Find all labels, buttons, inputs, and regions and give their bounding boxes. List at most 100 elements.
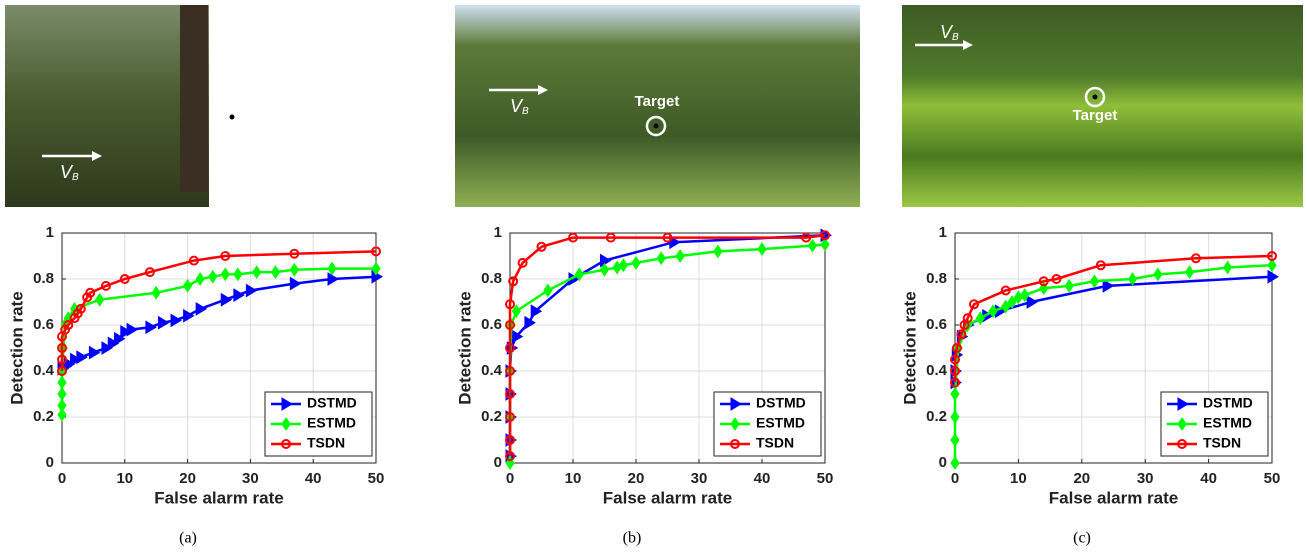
y-tick-label: 0 <box>46 454 54 471</box>
x-axis-label: False alarm rate <box>154 488 283 507</box>
marker <box>505 435 515 445</box>
marker <box>669 235 681 250</box>
marker <box>76 350 88 365</box>
marker <box>183 308 195 323</box>
legend: DSTMD ESTMD TSDN <box>713 391 822 457</box>
x-tick-label: 40 <box>754 470 771 487</box>
x-tick-label: 10 <box>565 470 582 487</box>
marker <box>371 261 381 276</box>
marker <box>675 249 685 263</box>
marker <box>951 343 962 353</box>
marker <box>730 417 740 431</box>
marker <box>145 320 157 335</box>
y-axis-label: Detection rate <box>455 291 474 404</box>
marker <box>85 287 96 298</box>
legend: DSTMD ESTMD TSDN <box>264 391 373 457</box>
marker <box>730 397 742 411</box>
target-ring <box>1084 86 1106 108</box>
x-tick-label: 50 <box>1264 470 1281 487</box>
marker <box>1000 285 1011 296</box>
marker <box>100 280 111 291</box>
y-tick-label: 1 <box>494 224 502 241</box>
marker <box>505 320 515 330</box>
x-tick-label: 50 <box>368 470 385 487</box>
marker <box>950 366 960 376</box>
marker <box>956 329 967 340</box>
y-tick-label: 0.4 <box>926 362 948 379</box>
marker <box>1026 295 1039 309</box>
legend-label: DSTMD <box>756 395 806 411</box>
marker <box>600 253 612 268</box>
marker <box>505 451 515 462</box>
marker <box>801 232 812 243</box>
marker <box>950 433 960 447</box>
x-tick-label: 0 <box>506 470 514 487</box>
marker <box>1001 299 1011 314</box>
marker <box>220 267 230 282</box>
marker <box>195 272 205 286</box>
marker <box>144 267 155 278</box>
target-dot <box>229 114 235 120</box>
marker <box>270 265 281 280</box>
marker <box>505 412 515 422</box>
marker <box>950 410 960 424</box>
photo <box>5 5 209 207</box>
marker <box>1095 260 1106 271</box>
marker <box>950 387 960 401</box>
marker <box>95 292 105 307</box>
velocity-symbol: V <box>940 22 954 42</box>
velocity-subscript: B <box>522 106 529 117</box>
marker <box>820 230 830 241</box>
marker <box>757 242 767 257</box>
marker <box>505 299 515 310</box>
marker <box>543 283 553 298</box>
marker <box>1089 274 1100 289</box>
velocity-subscript: B <box>952 32 959 43</box>
marker <box>511 304 521 319</box>
marker <box>182 278 193 293</box>
marker <box>208 269 218 284</box>
velocity-subscript: B <box>72 172 79 183</box>
y-tick-label: 1 <box>46 224 54 241</box>
target-ring <box>645 115 667 137</box>
velocity-symbol: V <box>510 96 524 116</box>
x-axis-label: False alarm rate <box>603 488 732 507</box>
velocity-label: VB <box>60 162 79 183</box>
x-axis-label: False alarm rate <box>1049 488 1178 507</box>
marker <box>371 246 381 257</box>
y-tick-label: 0.2 <box>926 408 947 425</box>
marker <box>114 331 126 346</box>
marker <box>120 325 132 339</box>
marker <box>975 311 985 326</box>
marker <box>281 397 293 411</box>
y-tick-label: 0.6 <box>481 316 502 333</box>
marker <box>63 320 74 330</box>
marker <box>988 304 998 319</box>
x-tick-label: 40 <box>1200 470 1217 487</box>
x-tick-label: 0 <box>58 470 66 487</box>
marker <box>820 237 830 252</box>
y-tick-label: 0.8 <box>926 270 947 287</box>
marker <box>505 366 515 376</box>
marker <box>631 255 641 270</box>
marker <box>233 267 243 282</box>
legend-label: ESTMD <box>756 415 805 431</box>
marker <box>1184 265 1195 280</box>
marker <box>327 272 340 286</box>
marker <box>508 276 519 287</box>
marker <box>1177 417 1187 431</box>
arrow-head <box>92 151 102 161</box>
y-tick-label: 0.2 <box>33 408 54 425</box>
marker <box>252 265 262 280</box>
tree-trunk <box>180 5 208 192</box>
caption: (b) <box>623 530 642 547</box>
legend-label: TSDN <box>756 435 794 451</box>
marker <box>63 357 76 371</box>
marker <box>1267 258 1277 273</box>
marker <box>70 352 82 367</box>
target-label: Target <box>213 132 258 149</box>
marker <box>101 341 113 355</box>
marker <box>1267 251 1277 261</box>
x-tick-label: 20 <box>1073 470 1090 487</box>
y-tick-label: 0.6 <box>926 316 947 333</box>
